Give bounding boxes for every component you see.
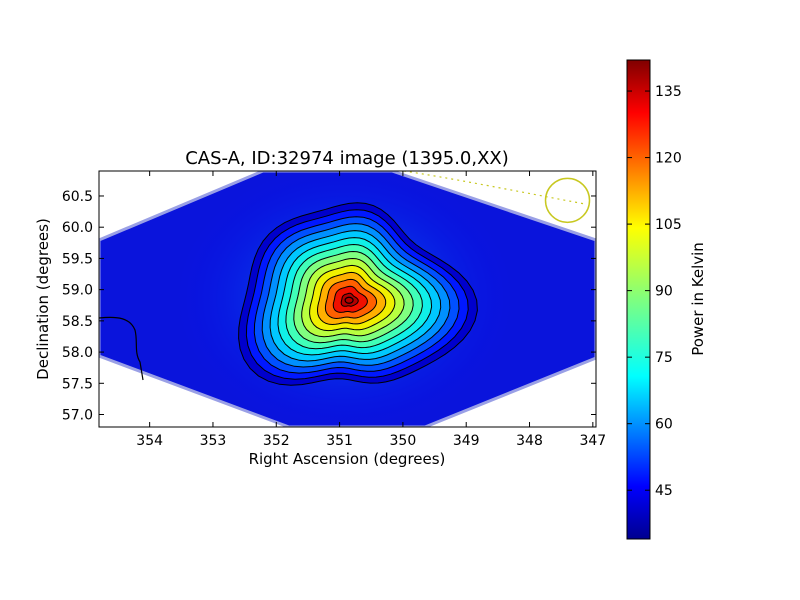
colorbar-label: Power in Kelvin (689, 242, 707, 356)
y-tick-label: 60.5 (62, 189, 93, 205)
annotation-circle (544, 177, 591, 224)
colorbar-tick-label: 75 (655, 350, 673, 366)
x-tick-label: 347 (579, 433, 606, 449)
x-tick-label: 348 (516, 433, 543, 449)
colorbar-tick-label: 45 (655, 483, 673, 499)
colorbar-axis: 45 60 75 90 105 120 135 (627, 84, 682, 499)
colorbar-tick-label: 135 (655, 84, 682, 100)
plot-area (99, 171, 596, 427)
y-tick-label: 57.0 (62, 408, 93, 424)
colorbar (626, 59, 651, 540)
y-axis-label: Declination (degrees) (34, 218, 52, 380)
axes-frame (98, 170, 597, 428)
x-tick-label: 350 (390, 433, 417, 449)
x-tick-label: 349 (453, 433, 480, 449)
y-axis: 57.0 57.5 58.0 58.5 59.0 59.5 60.0 60.5 (62, 189, 596, 424)
peak-marker (344, 296, 354, 304)
x-tick-label: 352 (263, 433, 290, 449)
y-tick-label: 59.5 (62, 251, 93, 267)
x-tick-label: 354 (136, 433, 163, 449)
y-tick-label: 58.0 (62, 345, 93, 361)
x-tick-label: 353 (200, 433, 227, 449)
contour-level (340, 292, 359, 307)
colorbar-tick-label: 60 (655, 417, 673, 433)
colorbar-tick-label: 120 (655, 151, 682, 167)
chart-title: CAS-A, ID:32974 image (1395.0,XX) (185, 148, 509, 169)
y-tick-label: 58.5 (62, 314, 93, 330)
x-axis-label: Right Ascension (degrees) (249, 450, 446, 468)
colorbar-tick-label: 105 (655, 217, 682, 233)
y-tick-label: 60.0 (62, 220, 93, 236)
x-axis: 354 353 352 351 350 349 348 347 (136, 171, 606, 449)
y-tick-label: 59.0 (62, 283, 93, 299)
y-tick-label: 57.5 (62, 376, 93, 392)
x-tick-label: 351 (326, 433, 353, 449)
contour-layer (238, 202, 478, 386)
edge-contour (99, 316, 144, 381)
colorbar-tick-label: 90 (655, 284, 673, 300)
